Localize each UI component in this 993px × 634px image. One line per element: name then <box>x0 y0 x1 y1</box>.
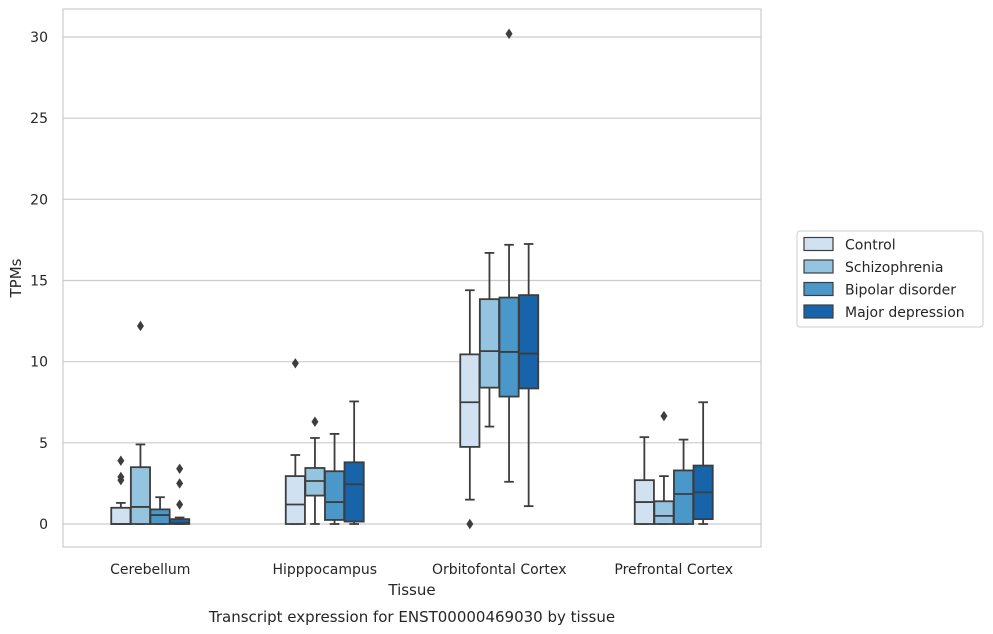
legend-swatch <box>803 236 834 252</box>
y-tick-label: 5 <box>39 436 48 452</box>
box-body <box>324 470 346 521</box>
box-body <box>343 461 365 523</box>
box-bipolar-disorder <box>498 28 520 483</box>
legend-label: Control <box>845 238 896 254</box>
y-tick-label: 20 <box>30 192 48 208</box>
box-body <box>284 475 306 525</box>
y-tick-labels: 0 5 10 15 20 25 30 <box>30 30 48 533</box>
y-tick-label: 15 <box>30 274 48 290</box>
outlier-point <box>117 455 125 466</box>
outlier-point <box>136 320 144 332</box>
box-body <box>129 466 151 525</box>
legend-swatch <box>803 259 834 274</box>
outlier-point <box>176 463 184 475</box>
box-bipolar-disorder <box>149 496 171 525</box>
plot-background <box>63 9 761 547</box>
outlier-point <box>117 471 125 483</box>
box-bipolar-disorder <box>673 438 695 525</box>
box-schizophrenia <box>129 320 151 525</box>
grid-lines <box>63 36 761 525</box>
outlier-point <box>505 28 513 39</box>
legend-label: Schizophrenia <box>845 260 943 276</box>
outlier-point <box>311 416 319 427</box>
y-axis-title: TPMs <box>7 258 25 298</box>
box-body <box>518 294 540 390</box>
outlier-point <box>660 410 668 422</box>
x-tick-label: Hipppocampus <box>272 562 377 578</box>
x-tick-label: Cerebellum <box>110 562 190 578</box>
box-major-depression <box>518 243 540 508</box>
box-body <box>478 298 500 389</box>
y-tick-label: 25 <box>30 111 48 127</box>
x-tick-labels: Cerebellum Hipppocampus Orbitofontal Corte… <box>110 562 733 578</box>
box-bipolar-disorder <box>324 433 346 525</box>
box-control <box>284 358 306 525</box>
legend-label: Bipolar disorder <box>845 283 956 299</box>
outlier-point <box>466 518 474 530</box>
box-body <box>149 508 171 525</box>
outlier-point <box>291 358 299 369</box>
box-control <box>459 289 481 530</box>
legend-label: Major depression <box>845 305 965 321</box>
plot-frame <box>62 8 762 548</box>
legend-entries: Control Schizophrenia Bipolar disorder Majo… <box>803 236 965 321</box>
x-axis-title: Tissue <box>387 581 435 599</box>
box-body <box>653 500 675 525</box>
box-body <box>673 469 695 525</box>
legend-swatch <box>803 304 834 319</box>
y-tick-label: 0 <box>39 517 48 533</box>
box-schizophrenia <box>653 410 675 525</box>
x-tick-label: Orbitofontal Cortex <box>432 562 567 578</box>
legend: Control Schizophrenia Bipolar disorder Majo… <box>796 230 984 328</box>
box-body <box>498 296 520 398</box>
box-major-depression <box>692 401 714 525</box>
box-layer <box>110 28 714 530</box>
outlier-point <box>176 499 184 510</box>
x-tick-label: Prefrontal Cortex <box>614 562 733 578</box>
y-tick-label: 30 <box>30 30 48 46</box>
legend-frame <box>796 230 984 328</box>
legend-swatch <box>803 281 834 297</box>
chart-caption: Transcript expression for ENST0000046903… <box>208 608 615 626</box>
y-tick-label: 10 <box>30 355 48 371</box>
outlier-point <box>176 478 184 489</box>
box-body <box>110 506 132 525</box>
box-major-depression <box>343 400 365 525</box>
box-major-depression <box>169 463 191 525</box>
box-body <box>459 353 481 448</box>
box-control <box>110 455 132 525</box>
